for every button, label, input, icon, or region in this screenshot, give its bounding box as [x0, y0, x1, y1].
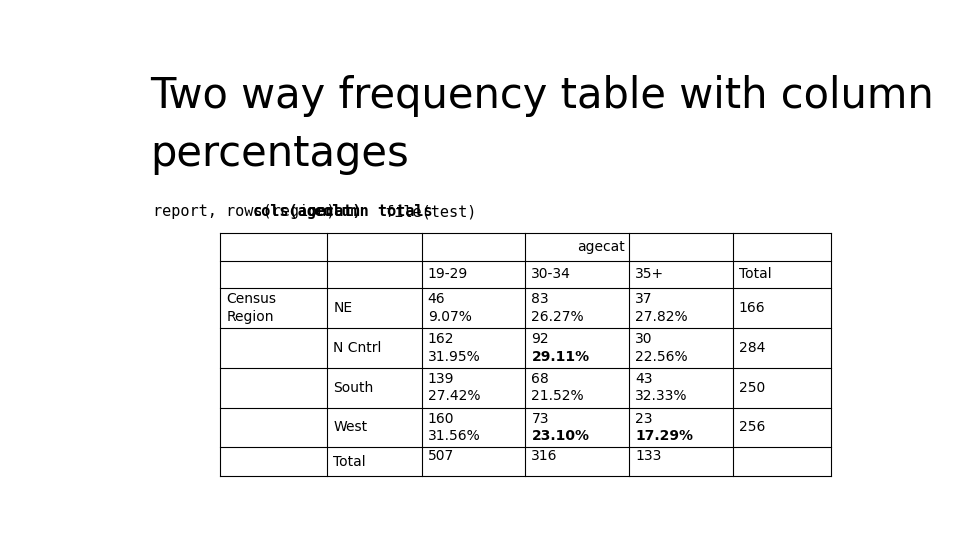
- Text: 23: 23: [636, 411, 653, 426]
- Text: 250: 250: [739, 381, 765, 395]
- Text: 83: 83: [532, 292, 549, 306]
- Text: 133: 133: [636, 449, 661, 463]
- Text: 23.10%: 23.10%: [532, 429, 589, 443]
- Text: N Cntrl: N Cntrl: [333, 341, 381, 355]
- Text: 316: 316: [532, 449, 558, 463]
- Text: South: South: [333, 381, 373, 395]
- Text: 35+: 35+: [636, 267, 664, 281]
- Text: Total: Total: [739, 267, 772, 281]
- Text: 139: 139: [428, 372, 454, 386]
- Text: NE: NE: [333, 301, 352, 315]
- Text: 507: 507: [428, 449, 454, 463]
- Text: file(test): file(test): [375, 204, 476, 219]
- Text: 32.33%: 32.33%: [636, 389, 687, 403]
- Text: 43: 43: [636, 372, 653, 386]
- Text: 92: 92: [532, 332, 549, 346]
- Text: 46: 46: [428, 292, 445, 306]
- Text: West: West: [333, 421, 368, 435]
- Text: 73: 73: [532, 411, 549, 426]
- Text: 27.82%: 27.82%: [636, 310, 687, 324]
- Text: Total: Total: [333, 455, 366, 469]
- Text: Census: Census: [227, 292, 276, 306]
- Text: 29.11%: 29.11%: [532, 349, 589, 363]
- Text: 37: 37: [636, 292, 653, 306]
- Text: 30: 30: [636, 332, 653, 346]
- Text: Region: Region: [227, 310, 274, 324]
- Text: 284: 284: [739, 341, 765, 355]
- Text: 21.52%: 21.52%: [532, 389, 584, 403]
- Text: report, rows(region): report, rows(region): [154, 204, 345, 219]
- Text: 30-34: 30-34: [532, 267, 571, 281]
- Text: agecat: agecat: [577, 240, 625, 254]
- Text: 256: 256: [739, 421, 765, 435]
- Text: 9.07%: 9.07%: [428, 310, 471, 324]
- Text: Two way frequency table with column: Two way frequency table with column: [150, 75, 933, 117]
- Text: column totals: column totals: [314, 204, 433, 219]
- Text: 160: 160: [428, 411, 454, 426]
- Text: 22.56%: 22.56%: [636, 349, 687, 363]
- Text: 27.42%: 27.42%: [428, 389, 480, 403]
- Text: 162: 162: [428, 332, 454, 346]
- Text: 26.27%: 26.27%: [532, 310, 584, 324]
- Text: 68: 68: [532, 372, 549, 386]
- Text: 31.95%: 31.95%: [428, 349, 480, 363]
- Text: 31.56%: 31.56%: [428, 429, 480, 443]
- Text: cols(agecat): cols(agecat): [252, 204, 362, 219]
- Text: 17.29%: 17.29%: [636, 429, 693, 443]
- Text: 166: 166: [739, 301, 765, 315]
- Text: 19-29: 19-29: [428, 267, 468, 281]
- Text: percentages: percentages: [150, 133, 409, 176]
